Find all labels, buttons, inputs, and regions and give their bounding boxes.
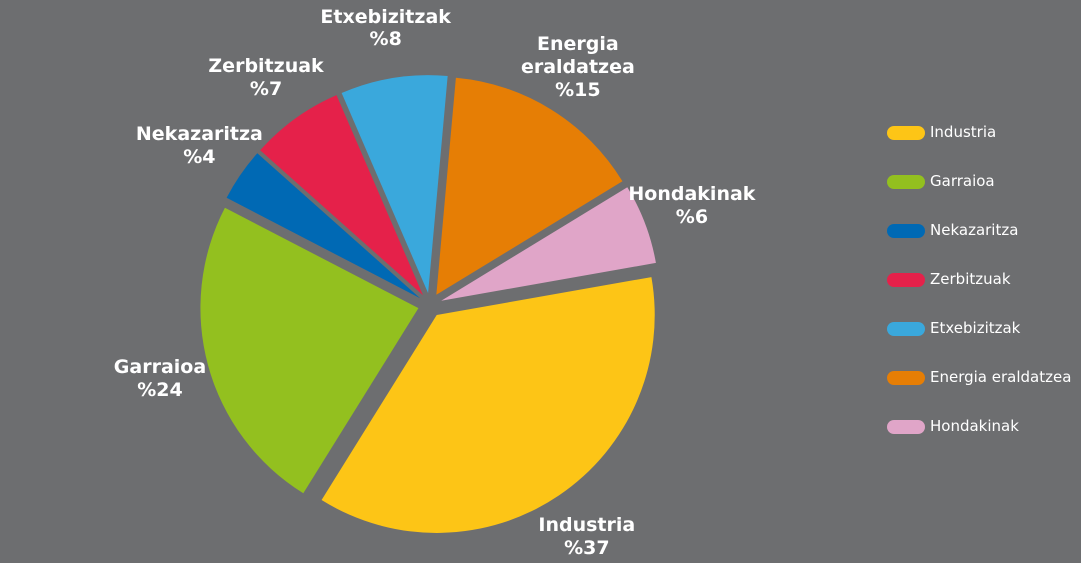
slice-name: Energia eraldatzea [520,33,635,78]
slice-value: %15 [555,78,601,101]
pie-slice [341,75,448,294]
pie-slice [321,277,655,533]
legend-swatch [887,322,925,336]
slice-label: Hondakinak %6 [628,183,755,229]
slice-name: Garraioa [113,356,207,379]
slice-name: Industria [538,514,636,537]
slice-value: %24 [137,379,183,402]
legend-swatch [887,126,925,140]
slice-name: Hondakinak [628,183,756,206]
slice-label: Nekazaritza %4 [136,123,263,169]
slice-value: %6 [675,206,709,229]
slice-label: Garraioa %24 [114,356,206,402]
slice-name: Zerbitzuak [208,55,324,78]
slice-name: Etxebizitzak [320,5,451,28]
legend-swatch [887,224,925,238]
legend-swatch [887,420,925,434]
legend-label: Zerbitzuak [930,270,1011,288]
legend-swatch [887,273,925,287]
pie-slice [200,207,419,494]
pie-slice [260,95,423,296]
legend-label: Etxebizitzak [930,319,1021,337]
legend-swatch [887,371,925,385]
legend-label: Industria [930,123,997,141]
slice-label: Industria %37 [538,514,635,560]
legend-label: Hondakinak [930,417,1019,435]
pie-slice [226,153,421,299]
pie-slice [436,77,623,295]
slice-value: %7 [249,78,283,101]
slice-name: Nekazaritza [135,123,263,146]
legend-label: Nekazaritza [930,221,1019,239]
legend-swatch [887,175,925,189]
legend-label: Garraioa [930,172,995,190]
slice-value: %4 [183,146,216,169]
slice-label: Etxebizitzak %8 [320,6,451,52]
legend-label: Energia eraldatzea [930,368,1072,386]
pie-slice [441,187,656,301]
slice-value: %37 [564,536,610,559]
slice-label: Energia eraldatzea %15 [508,33,648,101]
slice-label: Zerbitzuak %7 [208,55,323,101]
slice-value: %8 [369,28,402,51]
